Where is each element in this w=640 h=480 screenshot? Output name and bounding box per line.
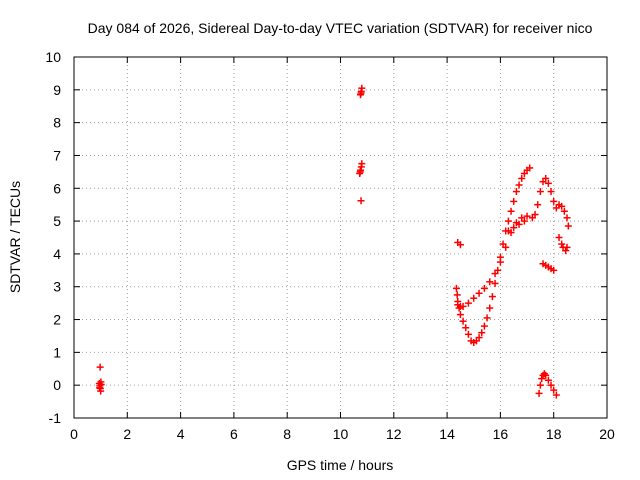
data-point	[496, 258, 504, 266]
x-tick-label: 2	[123, 426, 131, 442]
data-point	[452, 284, 460, 292]
chart-title: Day 084 of 2026, Sidereal Day-to-day VTE…	[88, 20, 593, 36]
data-point	[560, 207, 568, 215]
y-tick-label: 7	[53, 147, 61, 163]
y-tick-label: 2	[53, 312, 61, 328]
y-tick-label: 0	[53, 377, 61, 393]
data-point	[531, 211, 539, 219]
data-point	[563, 243, 571, 251]
data-point	[464, 299, 472, 307]
data-point	[480, 322, 488, 330]
data-point	[555, 234, 563, 241]
data-point	[475, 334, 483, 342]
data-point	[562, 247, 570, 255]
data-point	[510, 224, 518, 232]
data-point	[96, 384, 104, 392]
data-point	[550, 266, 558, 274]
x-tick-label: 8	[283, 426, 291, 442]
data-point	[97, 387, 105, 395]
data-point	[535, 389, 543, 397]
data-point	[357, 197, 365, 205]
data-point	[478, 329, 486, 337]
y-tick-label: 3	[53, 279, 61, 295]
x-tick-label: 6	[230, 426, 238, 442]
data-point	[470, 294, 478, 302]
data-point	[542, 174, 550, 182]
y-axis-label: SDTVAR / TECUs	[7, 181, 23, 293]
data-point	[486, 278, 494, 286]
data-point	[453, 291, 461, 299]
data-point	[536, 188, 544, 196]
data-point	[547, 188, 555, 196]
y-tick-label: 4	[53, 246, 61, 262]
data-point	[523, 212, 531, 220]
data-point	[504, 227, 512, 235]
x-tick-label: 0	[70, 426, 78, 442]
data-point	[502, 243, 510, 251]
y-tick-label: 5	[53, 213, 61, 229]
data-point	[550, 197, 558, 205]
data-point	[510, 197, 518, 205]
data-point	[464, 330, 472, 338]
grid	[74, 57, 607, 418]
data-point	[356, 168, 364, 176]
data-point	[459, 302, 467, 310]
data-point	[512, 188, 520, 196]
data-point	[456, 311, 464, 319]
data-point	[534, 201, 542, 209]
data-point	[480, 284, 488, 292]
data-point	[515, 181, 523, 189]
data-point	[515, 220, 523, 228]
x-tick-label: 20	[599, 426, 615, 442]
data-point	[358, 160, 366, 168]
data-point	[518, 174, 526, 182]
y-tick-label: -1	[49, 410, 62, 426]
x-axis-label: GPS time / hours	[287, 457, 394, 473]
data-point	[504, 217, 512, 225]
data-point	[563, 214, 571, 222]
data-point	[456, 241, 464, 249]
data-point	[455, 304, 463, 312]
y-tick-label: 6	[53, 180, 61, 196]
data-point	[486, 304, 494, 312]
data-point	[96, 363, 104, 371]
data-point	[507, 207, 515, 215]
x-tick-label: 18	[546, 426, 562, 442]
data-point	[544, 179, 552, 187]
data-point	[462, 324, 470, 332]
data-point	[97, 378, 105, 386]
data-point	[520, 217, 528, 225]
data-point	[547, 381, 555, 389]
data-point	[542, 371, 550, 379]
data-point	[358, 84, 366, 92]
data-point	[491, 270, 499, 278]
data-point	[491, 279, 499, 287]
data-point	[538, 375, 546, 383]
data-point	[483, 314, 491, 322]
data-point	[488, 293, 496, 301]
y-tick-label: 9	[53, 82, 61, 98]
x-tick-label: 12	[386, 426, 402, 442]
data-point	[475, 289, 483, 297]
data-points	[95, 84, 572, 399]
data-point	[552, 391, 560, 399]
data-point	[526, 164, 534, 172]
data-point	[459, 317, 467, 325]
data-point	[357, 89, 365, 97]
data-point	[550, 386, 558, 394]
y-tick-label: 10	[45, 49, 61, 65]
data-point	[564, 222, 572, 230]
y-tick-label: 1	[53, 344, 61, 360]
x-tick-label: 10	[333, 426, 349, 442]
data-point	[536, 381, 544, 389]
x-tick-label: 4	[177, 426, 185, 442]
x-tick-label: 14	[439, 426, 455, 442]
data-point	[544, 376, 552, 384]
data-point	[558, 202, 566, 210]
data-point	[558, 240, 566, 248]
x-tick-label: 16	[493, 426, 509, 442]
y-tick-label: 8	[53, 115, 61, 131]
